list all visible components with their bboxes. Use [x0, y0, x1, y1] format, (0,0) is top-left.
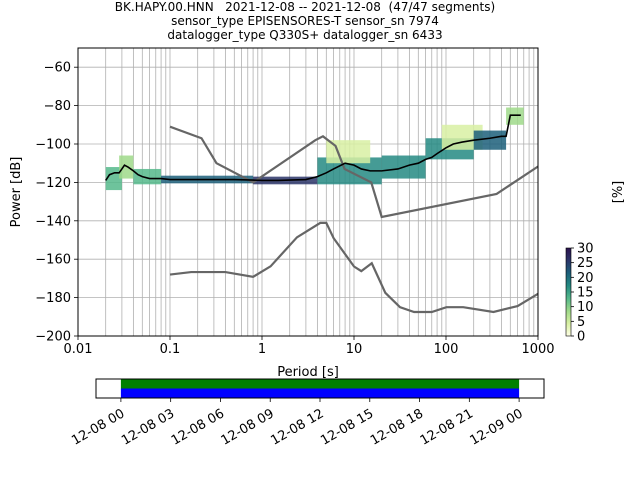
mode-line [105, 114, 521, 182]
timeline-tick-label: 12-08 18 [368, 406, 426, 448]
density-patch [506, 107, 524, 125]
x-tick-label: 10 [346, 342, 363, 357]
colorbar-tick-label: 15 [577, 286, 594, 301]
x-axis-label: Period [s] [277, 365, 339, 380]
timeline-tick-label: 12-08 15 [318, 406, 376, 448]
y-tick-label: −140 [35, 214, 71, 229]
x-tick-label: 0.01 [64, 342, 93, 357]
x-tick-label: 1 [258, 342, 266, 357]
density-patch [326, 140, 371, 164]
y-tick-label: −180 [35, 291, 71, 306]
timeline-tick-label: 12-09 00 [468, 406, 526, 448]
density-patch [119, 155, 134, 179]
y-tick-label: −120 [35, 176, 71, 191]
title-line-1: BK.HAPY.00.HNN 2021-12-08 -- 2021-12-08 … [114, 0, 496, 14]
y-tick-label: −100 [35, 138, 71, 153]
y-tick-label: −160 [35, 253, 71, 268]
colorbar-tick-label: 25 [577, 256, 594, 271]
y-tick-label: −200 [35, 330, 71, 345]
psd-plot: 0.01 0.1 1 10 100 1000 −200 −180 −160 −140 −120 −1… [9, 47, 555, 380]
timeline-bar [120, 379, 520, 389]
y-axis-ticks: −200 −180 −160 −140 −120 −100 −80 −60 [35, 61, 78, 345]
colorbar-tick-label: 5 [577, 315, 585, 330]
plot-frame [77, 47, 539, 337]
plot-grid [77, 48, 538, 337]
x-axis-ticks: 0.01 0.1 1 10 100 1000 [64, 336, 555, 357]
x-tick-label: 1000 [521, 342, 554, 357]
colorbar-tick-label: 20 [577, 271, 594, 286]
x-tick-label: 0.1 [160, 342, 181, 357]
colorbar-tick-label: 0 [577, 330, 585, 345]
density-patch [133, 168, 162, 185]
x-tick-label: 100 [434, 342, 459, 357]
colorbar-gradient [565, 247, 572, 337]
y-tick-label: −60 [44, 61, 71, 76]
timeline-tick-label: 12-08 03 [119, 406, 177, 448]
mode-line-group [105, 114, 521, 182]
timeline-tick-label: 12-08 12 [268, 406, 326, 448]
noise-models [169, 125, 539, 314]
colorbar-tick-label: 30 [577, 242, 594, 257]
colorbar-tick-label: 10 [577, 300, 594, 315]
title-line-2: sensor_type EPISENSORES-T sensor_sn 7974 [171, 14, 439, 28]
density-patch [473, 130, 507, 150]
high-noise-model [169, 125, 539, 219]
timeline-tick-label: 12-08 00 [69, 406, 127, 448]
low-noise-model [169, 221, 539, 314]
title-line-3: datalogger_type Q330S+ datalogger_sn 643… [167, 28, 443, 42]
y-tick-label: −80 [44, 99, 71, 114]
colorbar-label: [%] [611, 181, 626, 204]
timeline-tick-label: 12-08 09 [219, 406, 277, 448]
timeline-tick-label: 12-08 06 [169, 406, 227, 448]
timeline-tick-label: 12-08 21 [418, 406, 476, 448]
timeline-bar [120, 388, 520, 398]
y-axis-label: Power [dB] [9, 157, 24, 228]
